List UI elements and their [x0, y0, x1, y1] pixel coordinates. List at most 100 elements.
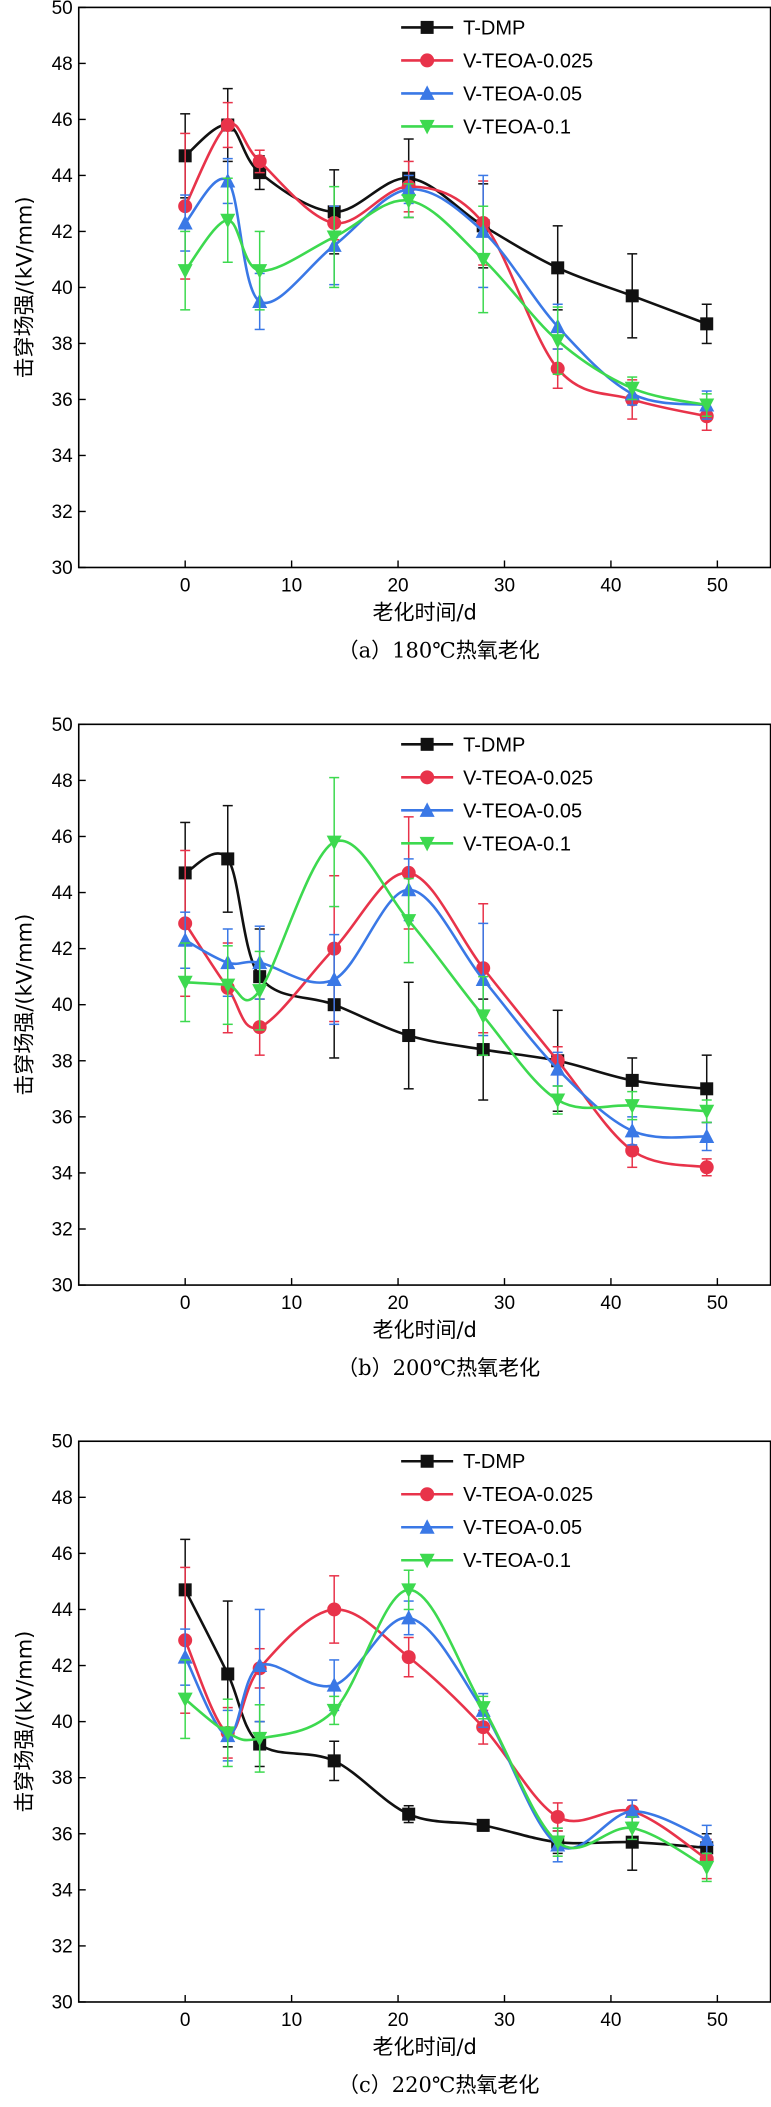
data-point	[221, 1667, 235, 1681]
y-tick-label: 42	[52, 939, 73, 960]
x-tick-label: 0	[180, 575, 191, 596]
data-point	[327, 1754, 341, 1768]
data-point	[624, 1122, 640, 1138]
x-tick-label: 30	[494, 575, 515, 596]
x-tick-label: 50	[707, 1293, 728, 1314]
data-point	[550, 334, 566, 349]
data-point	[177, 215, 193, 230]
legend-label: V-TEOA-0.1	[463, 1550, 571, 1572]
x-tick-label: 20	[387, 2010, 408, 2031]
y-tick-label: 30	[52, 1276, 73, 1297]
series-v-teoa-0-1	[177, 776, 715, 1124]
data-point	[625, 1143, 640, 1158]
series-line	[184, 852, 707, 1091]
legend-marker	[420, 20, 434, 34]
y-axis-title: 击穿场强/(kV/mm)	[13, 196, 37, 378]
y-tick-label: 40	[52, 995, 73, 1016]
data-point	[625, 289, 639, 303]
legend-marker	[419, 85, 435, 100]
legend-label: V-TEOA-0.05	[463, 1517, 582, 1539]
x-tick-label: 20	[387, 575, 408, 596]
data-point	[401, 1609, 417, 1625]
x-axis-title: 老化时间/d	[372, 600, 476, 624]
legend-marker	[420, 1454, 434, 1468]
data-point	[252, 264, 268, 279]
data-point	[326, 1703, 342, 1719]
data-point	[476, 1818, 490, 1832]
data-point	[550, 1061, 566, 1076]
data-point	[550, 1093, 566, 1109]
data-point	[475, 1701, 491, 1716]
y-tick-label: 46	[52, 827, 73, 848]
series-v-teoa-0-1	[177, 177, 715, 418]
y-tick-label: 32	[52, 1219, 73, 1240]
data-point	[699, 1831, 715, 1846]
data-point	[177, 975, 193, 991]
data-point	[220, 1726, 236, 1741]
y-tick-label: 40	[52, 278, 73, 299]
data-point	[177, 1692, 193, 1708]
data-point	[252, 984, 268, 999]
x-tick-label: 0	[180, 1293, 191, 1314]
legend-label: V-TEOA-0.1	[463, 116, 571, 138]
x-axis-title: 老化时间/d	[372, 1318, 476, 1342]
data-point	[475, 252, 491, 268]
data-point	[252, 1731, 268, 1747]
series-line	[184, 1588, 708, 1869]
y-tick-label: 32	[52, 1936, 73, 1957]
legend-marker	[419, 802, 435, 817]
y-tick-label: 30	[52, 1992, 73, 2013]
chart-panel-2: 30 32 34 36 38 40 42 44 46 48 50 0 10 20 30 40 50 老化时间/d 击…	[13, 715, 771, 1380]
y-tick-label: 42	[52, 1656, 73, 1677]
x-tick-label: 20	[387, 1293, 408, 1314]
series-line	[184, 871, 708, 1169]
x-tick-label: 40	[600, 575, 621, 596]
y-tick-label: 38	[52, 1768, 73, 1789]
y-tick-label: 36	[52, 1107, 73, 1128]
data-point	[475, 1009, 491, 1024]
y-tick-label: 36	[52, 390, 73, 411]
data-point	[326, 835, 342, 851]
chart-panel-1: 30 32 34 36 38 40 42 44 46 48 50 0 10 20 30 40 50 老化时间/d 击…	[13, 0, 771, 662]
legend-marker	[420, 770, 435, 785]
data-point	[326, 230, 342, 246]
data-point	[551, 261, 565, 275]
x-tick-label: 50	[707, 2010, 728, 2031]
legend-label: V-TEOA-0.025	[463, 50, 593, 72]
y-tick-label: 46	[52, 110, 73, 131]
x-axis-title: 老化时间/d	[372, 2035, 476, 2059]
data-point	[699, 1104, 715, 1120]
series-v-teoa-0-1	[177, 1569, 715, 1883]
legend-marker	[420, 1487, 435, 1502]
data-point	[401, 1650, 416, 1665]
legend-label: V-TEOA-0.05	[463, 83, 582, 105]
y-tick-label: 44	[52, 883, 74, 904]
data-point	[220, 213, 236, 229]
data-point	[699, 398, 715, 414]
data-point	[700, 1082, 714, 1096]
panel-caption: （a）180℃热氧老化	[338, 638, 540, 662]
panel-caption: （c）220℃热氧老化	[338, 2073, 539, 2097]
data-point	[624, 381, 640, 397]
chart-panel-3: 30 32 34 36 38 40 42 44 46 48 50 0 10 20 30 40 50 老化时间/d 击…	[13, 1432, 771, 2097]
y-tick-label: 44	[52, 1600, 74, 1621]
data-point	[625, 1073, 639, 1087]
legend-label: V-TEOA-0.05	[463, 800, 582, 822]
legend-marker	[419, 1519, 435, 1534]
data-point	[401, 914, 417, 929]
data-point	[699, 1160, 714, 1175]
data-point	[326, 971, 342, 986]
data-point	[401, 1583, 417, 1598]
y-tick-label: 48	[52, 1488, 73, 1509]
data-point	[624, 1099, 640, 1114]
y-tick-label: 48	[52, 771, 73, 792]
legend-label: T-DMP	[463, 734, 525, 756]
y-axis-title: 击穿场强/(kV/mm)	[13, 1631, 37, 1813]
data-point	[624, 1821, 640, 1837]
x-tick-label: 10	[281, 575, 302, 596]
legend-marker	[419, 836, 435, 852]
y-tick-label: 50	[52, 715, 73, 736]
data-point	[700, 317, 714, 331]
x-tick-label: 40	[600, 2010, 621, 2031]
data-point	[220, 118, 235, 133]
